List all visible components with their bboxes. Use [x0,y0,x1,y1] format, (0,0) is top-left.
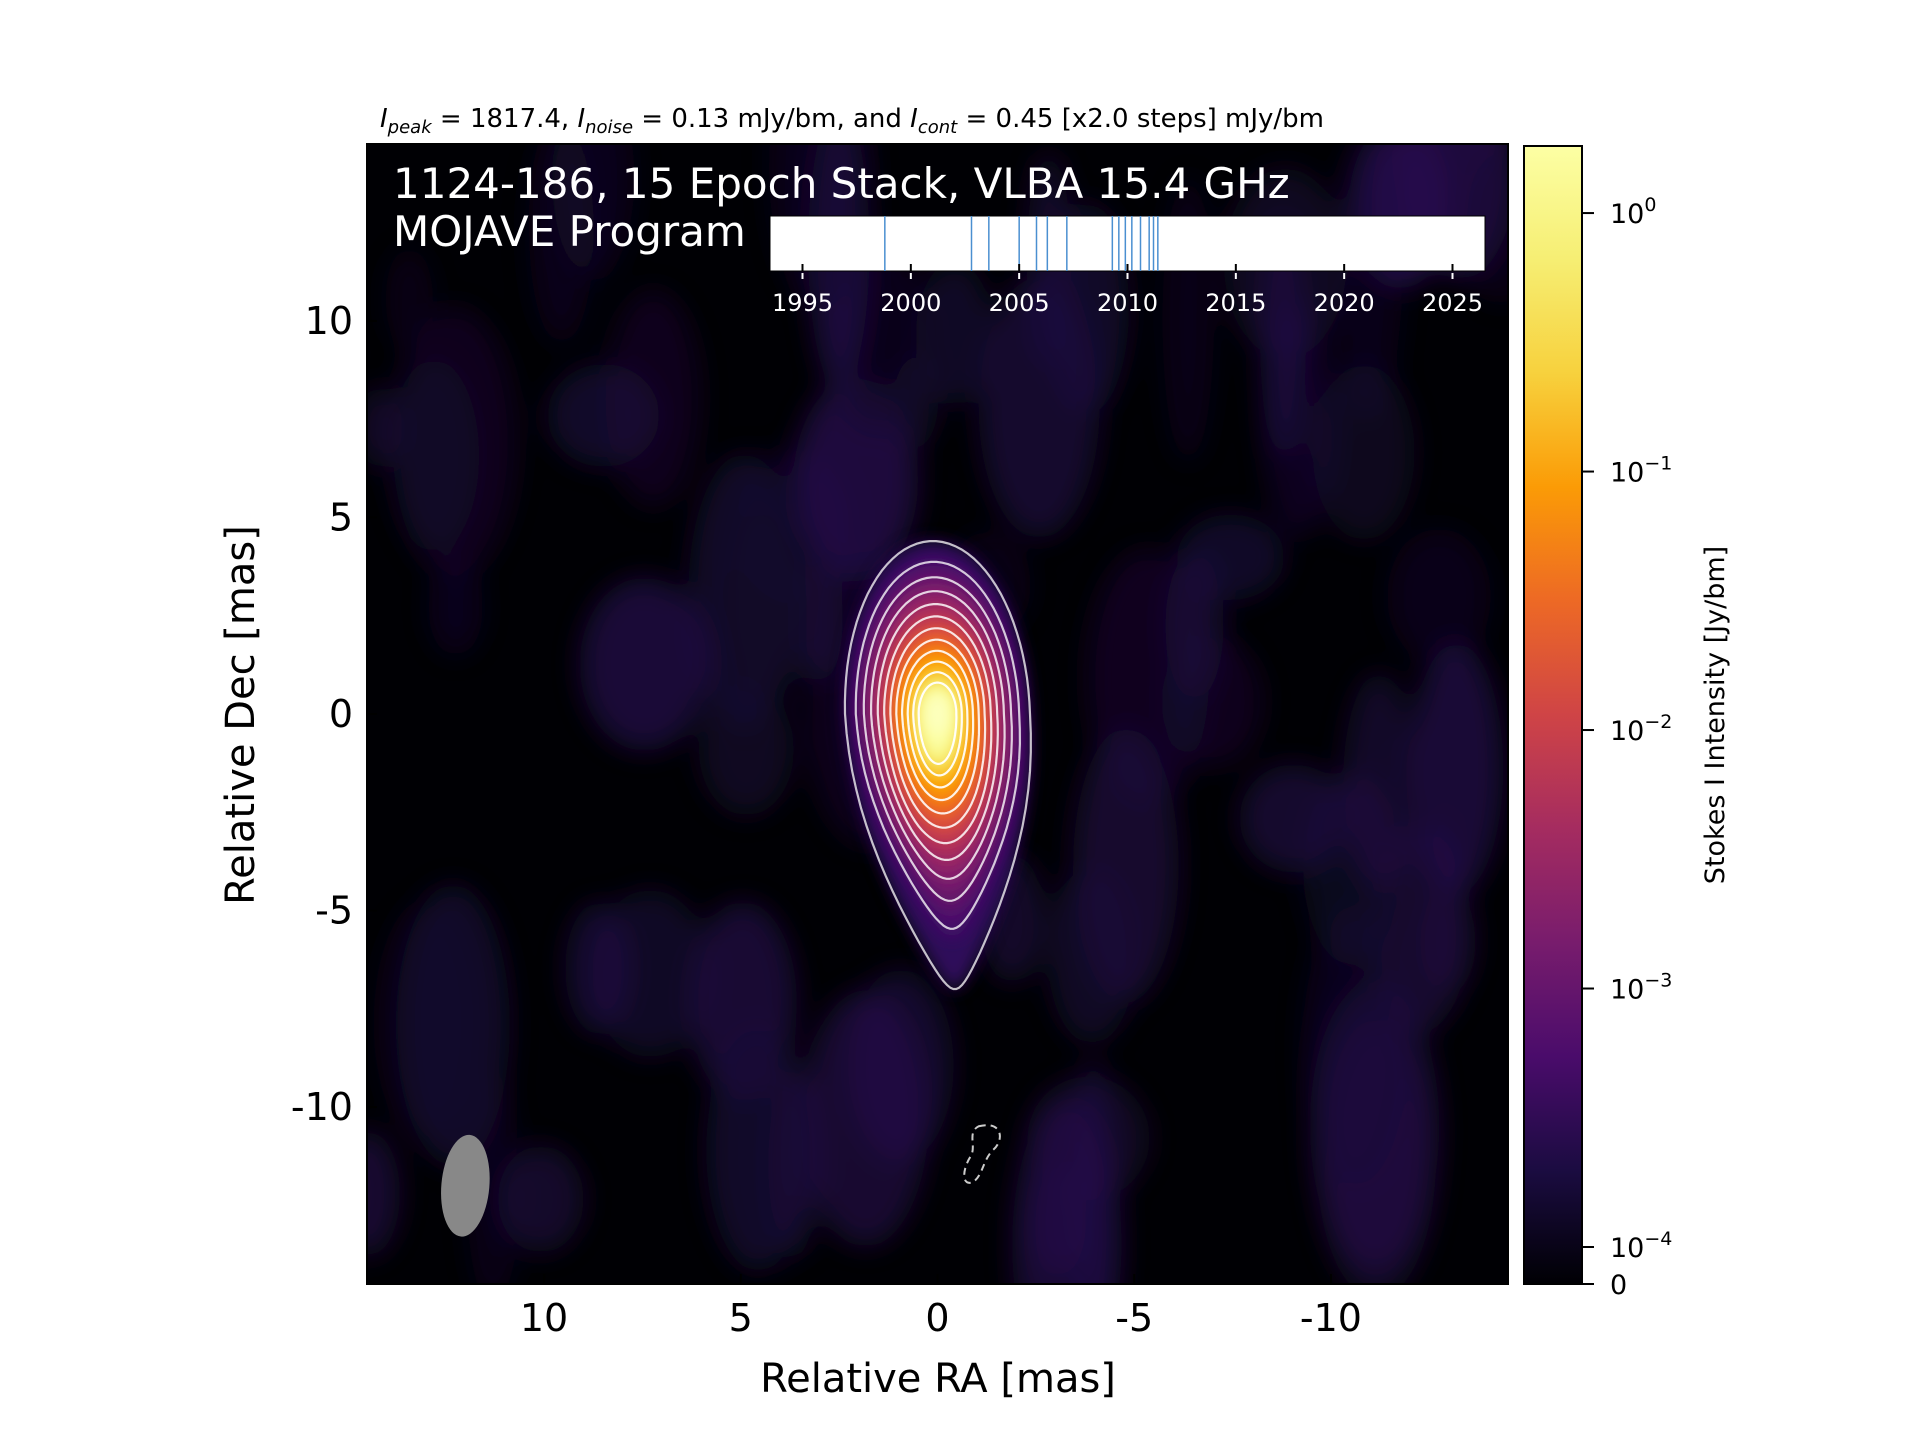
colorbar-tick-label: 100 [1610,194,1656,230]
chart-title: Ipeak = 1817.4, Inoise = 0.13 mJy/bm, an… [380,104,1324,138]
epoch-timeline-inset: 1995 2000 2005 2010 2015 2020 2025 [769,215,1486,317]
title-i-peak-subscript: peak [387,117,434,138]
epoch-tick-label: 2025 [1422,289,1483,317]
noise-blob [1302,905,1409,1186]
epoch-tick-label: 2005 [989,289,1050,317]
noise-blob [1239,764,1348,873]
title-i-peak-symbol: I [380,104,388,134]
x-axis-label: Relative RA [mas] [760,1356,1116,1402]
epoch-tick-label: 1995 [772,289,833,317]
contour-line [843,540,1032,991]
noise-blob [1420,888,1476,995]
noise-blob [721,513,807,703]
beam-ellipse [441,1134,490,1237]
source-annotation-line1: 1124-186, 15 Epoch Stack, VLBA 15.4 GHz [393,159,1290,208]
colorbar-tick-label: 0 [1610,1270,1627,1301]
y-axis-label: Relative Dec [mas] [218,525,264,905]
colorbar: 100 10−1 10−2 10−3 10−4 0 Stokes I Intensity … [1523,145,1731,1301]
noise-blob [978,277,1100,539]
contour-line [912,671,963,777]
contour-line [862,576,1013,902]
x-tick-label: 10 [520,1296,568,1340]
noise-blob [1047,866,1136,1044]
noise-blob [1177,514,1285,601]
noise-blob [848,969,954,1162]
title-i-cont-symbol: I [910,104,918,134]
noise-blob [698,684,795,816]
noise-blob [793,378,919,582]
y-tick-label: 10 [305,299,353,343]
epoch-tick-label: 2010 [1097,289,1158,317]
noise-blob [395,884,510,1166]
noise-blob [392,306,518,579]
epoch-lines [884,216,1159,271]
epoch-timeline-ticks: 1995 2000 2005 2010 2015 2020 2025 [772,264,1483,317]
title-i-peak-value: = 1817.4, [432,104,578,134]
epoch-timeline-box [769,215,1486,272]
noise-blob [565,902,632,1035]
negative-contour-line [963,1124,1001,1184]
colorbar-ticks: 100 10−1 10−2 10−3 10−4 0 [1582,194,1672,1301]
contour-line [883,615,993,845]
colorbar-tick-label: 10−3 [1610,970,1672,1006]
epoch-tick-label: 2020 [1314,289,1375,317]
colorbar-tick-label: 10−2 [1610,711,1672,747]
contour-line [901,649,975,802]
noise-blob [1012,1098,1122,1284]
negative-contour [963,1124,1001,1184]
noise-blob [916,261,993,404]
y-tick-label: -5 [315,889,353,933]
noise-blob [428,559,483,657]
y-tick-label: -10 [291,1085,353,1129]
x-tick-label: 5 [729,1296,753,1340]
emission-core [925,692,950,736]
noise-blob [1343,672,1415,890]
x-tick-label: -5 [1115,1296,1153,1340]
contour-line [854,560,1022,930]
source-annotation-line2: MOJAVE Program [393,207,746,256]
title-i-cont-value: = 0.45 [x2.0 steps] mJy/bm [957,104,1324,134]
noise-blob [498,1145,584,1253]
contour-line [870,590,1006,880]
noise-blob [1387,528,1491,664]
x-tick-label: -10 [1300,1296,1362,1340]
noise-blob [706,1029,810,1272]
title-i-noise-symbol: I [577,104,585,134]
x-axis-ticks: 10 5 0 -5 -10 [520,1274,1362,1340]
noise-blob [385,247,433,351]
contour-layer [843,540,1032,991]
contour-line [906,660,969,789]
noise-blob [1259,219,1306,460]
noise-blob [893,357,939,448]
x-tick-label: 0 [925,1296,949,1340]
colorbar-gradient [1523,145,1583,1285]
noise-blob [1410,643,1504,895]
colorbar-label: Stokes I Intensity [Jy/bm] [1700,546,1731,884]
epoch-tick-label: 2000 [880,289,941,317]
contour-line [876,603,999,861]
contour-line [917,681,958,765]
noise-blob [579,577,710,751]
y-tick-label: 0 [329,692,353,736]
noise-blob [605,289,702,508]
colorbar-tick-label: 10−4 [1610,1228,1672,1264]
noise-blob [1312,364,1415,541]
noise-blob [552,144,635,280]
noise-blob [367,1130,401,1257]
title-i-noise-value: = 0.13 mJy/bm, and [633,104,910,134]
colorbar-tick-label: 10−1 [1610,453,1672,489]
title-i-cont-subscript: cont [918,117,958,138]
y-axis-ticks: 10 5 0 -5 -10 [291,299,377,1129]
title-i-noise-subscript: noise [585,117,633,138]
contour-line [895,638,981,815]
epoch-tick-label: 2015 [1205,289,1266,317]
y-tick-label: 5 [329,495,353,539]
image-plot: 1124-186, 15 Epoch Stack, VLBA 15.4 GHz … [291,143,1509,1340]
contour-line [889,627,987,829]
